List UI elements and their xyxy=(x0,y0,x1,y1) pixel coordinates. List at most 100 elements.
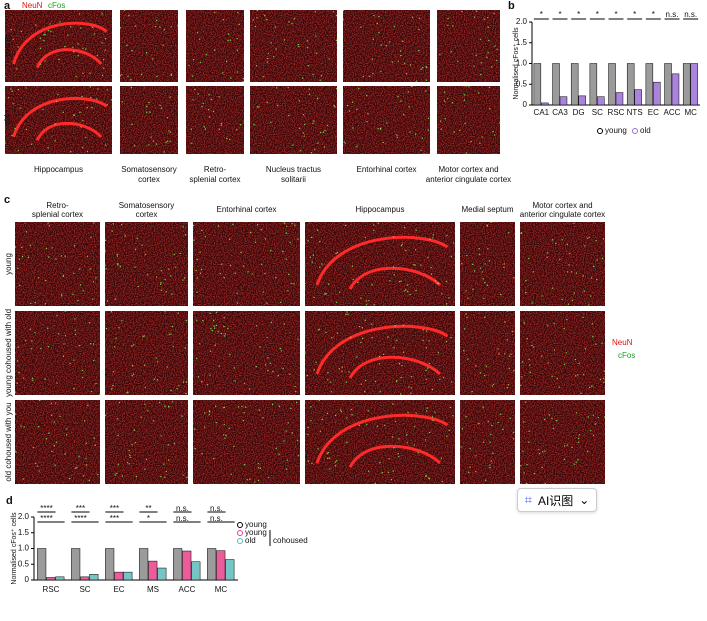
ai-button[interactable]: ⌗ AI识图 ⌄ xyxy=(517,488,597,512)
cfos-dot xyxy=(415,289,417,292)
cfos-dot xyxy=(484,479,487,482)
cfos-dot xyxy=(411,85,413,88)
cfos-dot xyxy=(243,412,245,414)
cfos-dot xyxy=(267,369,269,372)
cfos-dot xyxy=(327,451,330,454)
cfos-dot xyxy=(204,128,207,130)
cfos-dot xyxy=(484,316,486,318)
cfos-dot xyxy=(488,260,491,262)
cfos-dot xyxy=(302,114,305,116)
bar xyxy=(37,548,47,581)
cfos-dot xyxy=(434,411,436,413)
micrograph-texture xyxy=(437,86,500,154)
cfos-dot xyxy=(133,429,136,431)
cfos-dot xyxy=(57,93,59,95)
cfos-dot xyxy=(291,22,293,25)
cfos-dot xyxy=(366,120,368,123)
cfos-dot xyxy=(104,37,107,40)
cfos-dot xyxy=(525,291,527,294)
cfos-dot xyxy=(25,128,28,131)
bar xyxy=(578,95,586,106)
cfos-dot xyxy=(286,459,288,461)
bar xyxy=(89,574,99,581)
cfos-dot xyxy=(43,34,45,36)
cfos-dot xyxy=(195,357,198,360)
cfos-dot xyxy=(546,252,549,254)
bar xyxy=(71,548,81,581)
cfos-dot xyxy=(156,379,159,381)
cfos-dot xyxy=(206,383,209,386)
panel-letter: d xyxy=(6,495,13,507)
bar xyxy=(139,548,149,581)
cfos-dot xyxy=(156,361,159,363)
cfos-dot xyxy=(92,281,95,283)
cfos-dot xyxy=(445,303,448,305)
cfos-dot xyxy=(571,446,573,449)
cfos-dot xyxy=(160,289,163,291)
column-label: Hippocampus xyxy=(34,165,83,174)
cfos-dot xyxy=(432,234,435,236)
cfos-dot xyxy=(506,339,509,341)
cfos-dot xyxy=(238,23,240,26)
cfos-dot xyxy=(262,75,264,78)
cfos-dot xyxy=(465,152,467,154)
cfos-dot xyxy=(327,283,330,285)
cfos-dot xyxy=(184,347,186,349)
cfos-dot xyxy=(566,318,568,321)
cfos-dot xyxy=(128,449,130,452)
cfos-dot xyxy=(309,256,311,258)
cfos-dot xyxy=(42,108,44,111)
micrograph-texture xyxy=(460,400,515,484)
cfos-dot xyxy=(166,366,168,368)
cfos-dot xyxy=(475,10,478,12)
cfos-dot xyxy=(310,419,312,422)
cfos-dot xyxy=(225,60,228,63)
cfos-dot xyxy=(361,337,364,340)
cfos-dot xyxy=(55,441,58,443)
cfos-dot xyxy=(239,123,242,126)
cfos-dot xyxy=(289,373,291,375)
cfos-dot xyxy=(85,48,87,50)
cfos-dot xyxy=(140,416,142,418)
cfos-dot xyxy=(229,39,232,41)
cfos-dot xyxy=(523,421,525,423)
cfos-dot xyxy=(56,315,58,317)
cfos-dot xyxy=(371,336,373,339)
cfos-dot xyxy=(72,293,74,296)
cfos-dot xyxy=(200,268,203,271)
cfos-dot xyxy=(155,25,157,28)
cfos-dot xyxy=(257,466,260,469)
cfos-dot xyxy=(193,428,196,430)
cfos-dot xyxy=(143,335,146,337)
column-label: Somatosensory xyxy=(119,201,175,210)
cfos-dot xyxy=(555,419,558,422)
significance: **** xyxy=(74,514,86,523)
cfos-dot xyxy=(437,352,440,354)
cfos-dot xyxy=(431,388,434,391)
cfos-dot xyxy=(319,131,322,134)
micrograph-texture xyxy=(193,400,300,484)
row-label: old cohoused with you xyxy=(4,402,13,481)
cfos-dot xyxy=(68,477,71,480)
cfos-dot xyxy=(266,101,268,104)
cfos-dot xyxy=(148,144,150,146)
cfos-dot xyxy=(134,248,137,251)
cfos-dot xyxy=(64,255,67,257)
cfos-dot xyxy=(407,290,409,293)
cfos-dot xyxy=(47,147,49,149)
cfos-dot xyxy=(112,371,115,373)
significance: n.s. xyxy=(210,514,223,523)
column-label: Entorhinal cortex xyxy=(216,205,276,214)
cfos-dot xyxy=(7,97,10,99)
cfos-dot xyxy=(356,108,358,111)
cfos-dot xyxy=(259,346,261,348)
cfos-dot xyxy=(14,450,16,452)
cfos-dot xyxy=(307,460,310,462)
cfos-dot xyxy=(588,386,591,389)
cfos-dot xyxy=(312,254,315,256)
cfos-dot xyxy=(482,406,484,408)
cfos-dot xyxy=(163,463,165,465)
cfos-dot xyxy=(413,264,415,266)
cfos-dot xyxy=(142,335,144,338)
